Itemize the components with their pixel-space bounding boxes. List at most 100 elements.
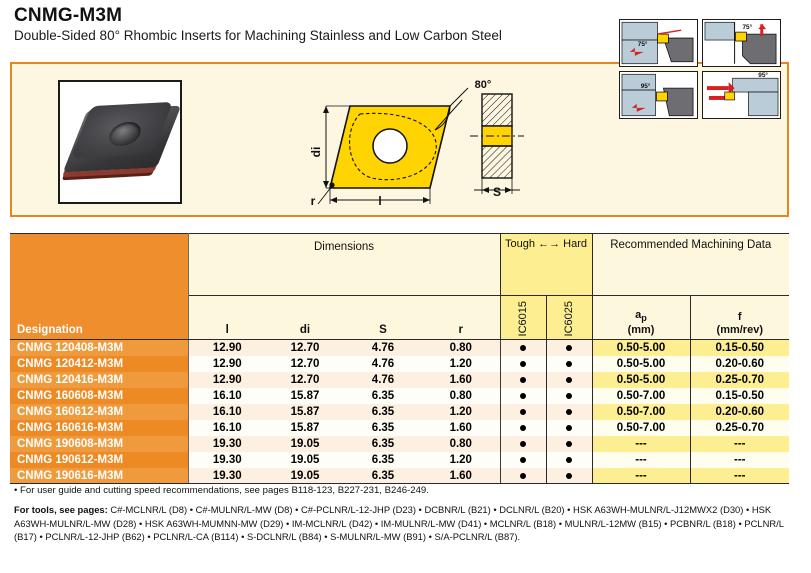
insert-photo bbox=[58, 80, 182, 204]
table-row[interactable]: CNMG 190608-M3M 19.30 19.05 6.35 0.80 --- --- bbox=[10, 435, 790, 452]
footnote-tools-text: C#-MCLNR/L (D8) • C#-MULNR/L-MW (D8) • C… bbox=[14, 504, 784, 543]
insert-dimension-drawing: di l r 80° bbox=[309, 79, 491, 208]
grade-availability-dot bbox=[566, 377, 573, 384]
cell-grade-ic6025 bbox=[545, 451, 593, 468]
header-col-grade-ic6025: IC6025 bbox=[545, 295, 593, 341]
cell-di: 15.87 bbox=[266, 419, 344, 436]
header-ap-subscript: p bbox=[641, 313, 647, 324]
table-row[interactable]: CNMG 160608-M3M 16.10 15.87 6.35 0.80 0.50-7.… bbox=[10, 387, 790, 404]
cell-ap: 0.50-7.00 bbox=[591, 403, 691, 420]
cell-s: 4.76 bbox=[344, 371, 422, 388]
drawing-label-r: r bbox=[311, 194, 316, 208]
page-title: CNMG-M3M bbox=[14, 5, 123, 26]
header-grades: Tough ←→ Hard bbox=[499, 233, 593, 296]
specification-table: Designation Dimensions Tough ←→ Hard Rec… bbox=[10, 233, 790, 485]
cell-ap: 0.50-5.00 bbox=[591, 355, 691, 372]
cell-grade-ic6015 bbox=[499, 419, 547, 436]
grade-availability-dot bbox=[520, 393, 527, 400]
cell-grade-ic6015 bbox=[499, 355, 547, 372]
header-col-f: f (mm/rev) bbox=[689, 295, 790, 341]
header-ap-symbol: a bbox=[635, 309, 642, 322]
table-row[interactable]: CNMG 160612-M3M 16.10 15.87 6.35 1.20 0.50-7.… bbox=[10, 403, 790, 420]
drawing-label-di: di bbox=[309, 147, 323, 158]
cell-f: --- bbox=[689, 467, 790, 485]
cell-designation: CNMG 160616-M3M bbox=[10, 419, 189, 436]
cell-designation: CNMG 120416-M3M bbox=[10, 371, 189, 388]
app-icon-angle-label: 95° bbox=[758, 72, 768, 79]
cell-grade-ic6025 bbox=[545, 339, 593, 356]
cell-f: 0.15-0.50 bbox=[689, 387, 790, 404]
cell-ap: 0.50-5.00 bbox=[591, 371, 691, 388]
cell-s: 6.35 bbox=[344, 435, 422, 452]
header-grade1-label: IC6015 bbox=[517, 301, 530, 337]
table-header-row: Designation Dimensions Tough ←→ Hard Rec… bbox=[10, 233, 790, 341]
table-row[interactable]: CNMG 160616-M3M 16.10 15.87 6.35 1.60 0.50-7.… bbox=[10, 419, 790, 436]
cell-grade-ic6015 bbox=[499, 339, 547, 356]
grade-availability-dot bbox=[520, 361, 527, 368]
cell-grade-ic6015 bbox=[499, 435, 547, 452]
cell-r: 1.60 bbox=[422, 419, 501, 436]
cell-s: 6.35 bbox=[344, 419, 422, 436]
grade-availability-dot bbox=[566, 345, 573, 352]
cell-designation: CNMG 190616-M3M bbox=[10, 467, 189, 485]
cell-grade-ic6025 bbox=[545, 355, 593, 372]
grade-availability-dot bbox=[566, 441, 573, 448]
cell-f: 0.20-0.60 bbox=[689, 355, 790, 372]
cell-ap: --- bbox=[591, 451, 691, 468]
grade-availability-dot bbox=[520, 409, 527, 416]
cell-ap: 0.50-7.00 bbox=[591, 419, 691, 436]
header-col-di: di bbox=[266, 295, 344, 341]
cell-designation: CNMG 120408-M3M bbox=[10, 339, 189, 356]
cell-designation: CNMG 160608-M3M bbox=[10, 387, 189, 404]
app-icon-turning-95-left: 95° bbox=[619, 71, 698, 119]
cell-di: 19.05 bbox=[266, 451, 344, 468]
header-ap-unit: (mm) bbox=[627, 323, 655, 336]
cell-l: 12.90 bbox=[188, 355, 266, 372]
grade-availability-dot bbox=[566, 361, 573, 368]
drawing-label-l: l bbox=[378, 194, 381, 208]
cell-ap: 0.50-5.00 bbox=[591, 339, 691, 356]
cell-s: 4.76 bbox=[344, 355, 422, 372]
table-row[interactable]: CNMG 120416-M3M 12.90 12.70 4.76 1.60 0.50-5.… bbox=[10, 371, 790, 388]
grade-availability-dot bbox=[520, 457, 527, 464]
cell-ap: 0.50-7.00 bbox=[591, 387, 691, 404]
cell-di: 15.87 bbox=[266, 387, 344, 404]
cell-grade-ic6015 bbox=[499, 387, 547, 404]
cell-l: 12.90 bbox=[188, 339, 266, 356]
header-grade2-label: IC6025 bbox=[563, 301, 576, 337]
cell-f: --- bbox=[689, 435, 790, 452]
cell-grade-ic6025 bbox=[545, 435, 593, 452]
insert-section-drawing: S bbox=[470, 93, 524, 199]
cell-r: 1.20 bbox=[422, 403, 501, 420]
app-icon-angle-label: 75° bbox=[638, 40, 648, 48]
app-icon-angle-label: 75° bbox=[742, 23, 752, 31]
table-row[interactable]: CNMG 190612-M3M 19.30 19.05 6.35 1.20 --- --- bbox=[10, 451, 790, 468]
cell-designation: CNMG 160612-M3M bbox=[10, 403, 189, 420]
drawing-label-s: S bbox=[493, 185, 501, 199]
app-icon-turning-75-left: 75° bbox=[619, 19, 698, 67]
table-row[interactable]: CNMG 120412-M3M 12.90 12.70 4.76 1.20 0.50-5.… bbox=[10, 355, 790, 372]
table-row[interactable]: CNMG 120408-M3M 12.90 12.70 4.76 0.80 0.50-5.… bbox=[10, 339, 790, 356]
cell-l: 16.10 bbox=[188, 419, 266, 436]
app-icon-profiling-95-right: 95° bbox=[702, 71, 781, 119]
header-col-s: S bbox=[344, 295, 422, 341]
table-subheader-row: l di S r IC6015 IC6025 ap (mm) f (mm/rev… bbox=[10, 295, 790, 341]
grade-availability-dot bbox=[566, 393, 573, 400]
cell-grade-ic6015 bbox=[499, 451, 547, 468]
cell-grade-ic6025 bbox=[545, 419, 593, 436]
cell-di: 12.70 bbox=[266, 339, 344, 356]
grade-availability-dot bbox=[520, 345, 527, 352]
title-block: CNMG-M3M Double-Sided 80° Rhombic Insert… bbox=[0, 0, 811, 44]
cell-f: 0.25-0.70 bbox=[689, 419, 790, 436]
cell-designation: CNMG 190612-M3M bbox=[10, 451, 189, 468]
page-subtitle: Double-Sided 80° Rhombic Inserts for Mac… bbox=[14, 27, 502, 43]
cell-r: 1.60 bbox=[422, 371, 501, 388]
table-row[interactable]: CNMG 190616-M3M 19.30 19.05 6.35 1.60 --- --- bbox=[10, 467, 790, 485]
cell-di: 12.70 bbox=[266, 355, 344, 372]
cell-s: 4.76 bbox=[344, 339, 422, 356]
cell-grade-ic6015 bbox=[499, 371, 547, 388]
header-designation: Designation bbox=[10, 233, 189, 341]
footnote-user-guide: • For user guide and cutting speed recom… bbox=[14, 485, 429, 496]
cell-designation: CNMG 120412-M3M bbox=[10, 355, 189, 372]
cell-s: 6.35 bbox=[344, 387, 422, 404]
